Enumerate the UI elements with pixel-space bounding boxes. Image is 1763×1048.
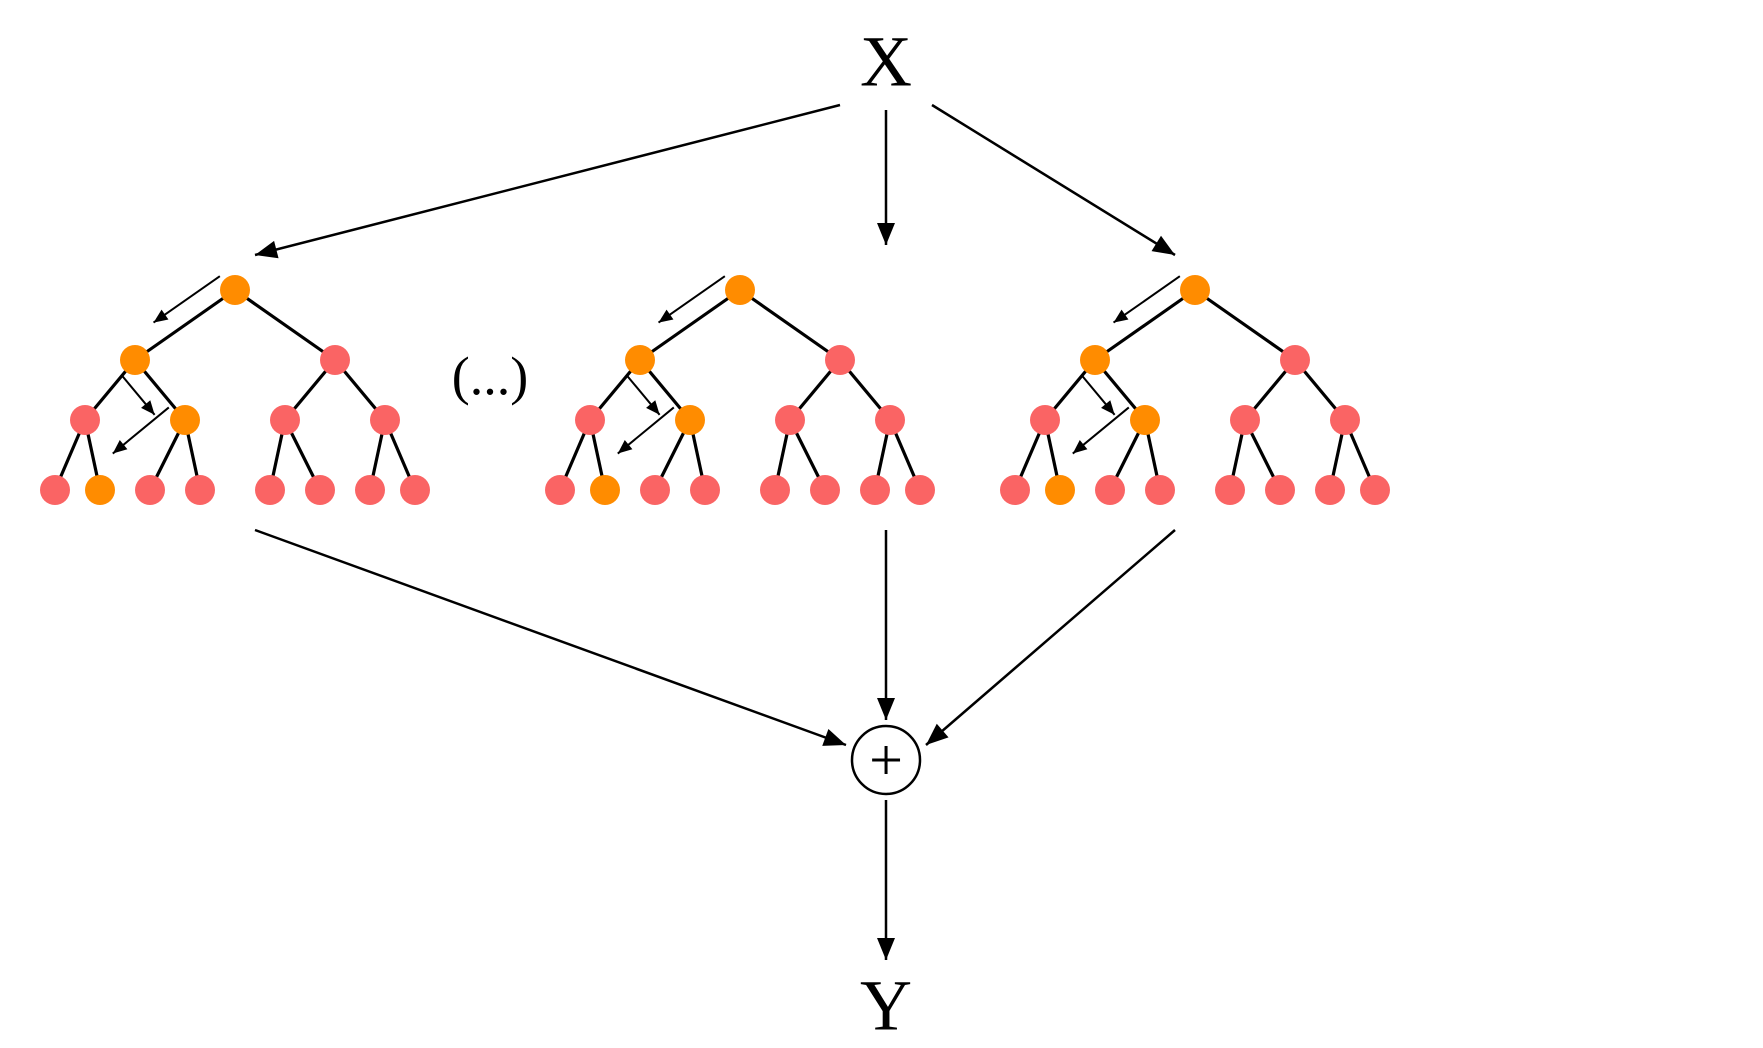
arrowhead bbox=[659, 310, 674, 323]
tree-node bbox=[1280, 345, 1310, 375]
tree-node bbox=[1030, 405, 1060, 435]
arrowhead bbox=[154, 310, 169, 323]
tree-node-path bbox=[85, 475, 115, 505]
output-label: Y bbox=[860, 965, 912, 1048]
arrow-line bbox=[255, 105, 840, 255]
tree-node bbox=[1265, 475, 1295, 505]
tree-node bbox=[1330, 405, 1360, 435]
tree-edge bbox=[1195, 290, 1295, 360]
tree-node-path bbox=[1130, 405, 1160, 435]
arrowhead bbox=[877, 223, 895, 245]
tree-node bbox=[255, 475, 285, 505]
tree-node-path bbox=[1180, 275, 1210, 305]
arrowhead bbox=[877, 698, 895, 720]
tree-node bbox=[690, 475, 720, 505]
tree-node-path bbox=[220, 275, 250, 305]
tree-node bbox=[355, 475, 385, 505]
tree-node bbox=[775, 405, 805, 435]
tree-node-path bbox=[625, 345, 655, 375]
tree-node bbox=[1360, 475, 1390, 505]
arrow-line bbox=[926, 530, 1175, 745]
tree-node-path bbox=[120, 345, 150, 375]
tree-node bbox=[70, 405, 100, 435]
arrow-line bbox=[255, 530, 846, 745]
tree-node bbox=[545, 475, 575, 505]
tree-node bbox=[305, 475, 335, 505]
arrowhead bbox=[255, 241, 279, 258]
arrowhead bbox=[822, 729, 846, 746]
input-label: X bbox=[860, 21, 912, 104]
tree-node bbox=[1145, 475, 1175, 505]
tree-node bbox=[135, 475, 165, 505]
diagram-canvas: + bbox=[0, 0, 1763, 1047]
arrowhead bbox=[1114, 310, 1129, 323]
tree-node bbox=[760, 475, 790, 505]
tree-node bbox=[1315, 475, 1345, 505]
arrowhead bbox=[877, 938, 895, 960]
tree-node bbox=[1230, 405, 1260, 435]
tree-node bbox=[270, 405, 300, 435]
tree-node bbox=[825, 345, 855, 375]
tree-node bbox=[575, 405, 605, 435]
tree-node-path bbox=[590, 475, 620, 505]
tree-node bbox=[640, 475, 670, 505]
tree-node-path bbox=[170, 405, 200, 435]
aggregator-plus-icon: + bbox=[869, 727, 903, 793]
tree-node bbox=[185, 475, 215, 505]
arrowhead bbox=[1152, 236, 1175, 255]
tree-node-path bbox=[675, 405, 705, 435]
tree-node bbox=[320, 345, 350, 375]
tree-node-path bbox=[1080, 345, 1110, 375]
tree-node bbox=[370, 405, 400, 435]
tree-node bbox=[905, 475, 935, 505]
tree-edge bbox=[740, 290, 840, 360]
tree-node bbox=[1215, 475, 1245, 505]
tree-node-path bbox=[725, 275, 755, 305]
tree-node bbox=[400, 475, 430, 505]
ellipsis-label: (...) bbox=[452, 345, 528, 407]
arrow-line bbox=[932, 105, 1175, 255]
tree-node bbox=[875, 405, 905, 435]
tree-node bbox=[810, 475, 840, 505]
tree-edge bbox=[235, 290, 335, 360]
tree-node bbox=[1095, 475, 1125, 505]
tree-node bbox=[1000, 475, 1030, 505]
tree-node bbox=[40, 475, 70, 505]
tree-node bbox=[860, 475, 890, 505]
tree-node-path bbox=[1045, 475, 1075, 505]
